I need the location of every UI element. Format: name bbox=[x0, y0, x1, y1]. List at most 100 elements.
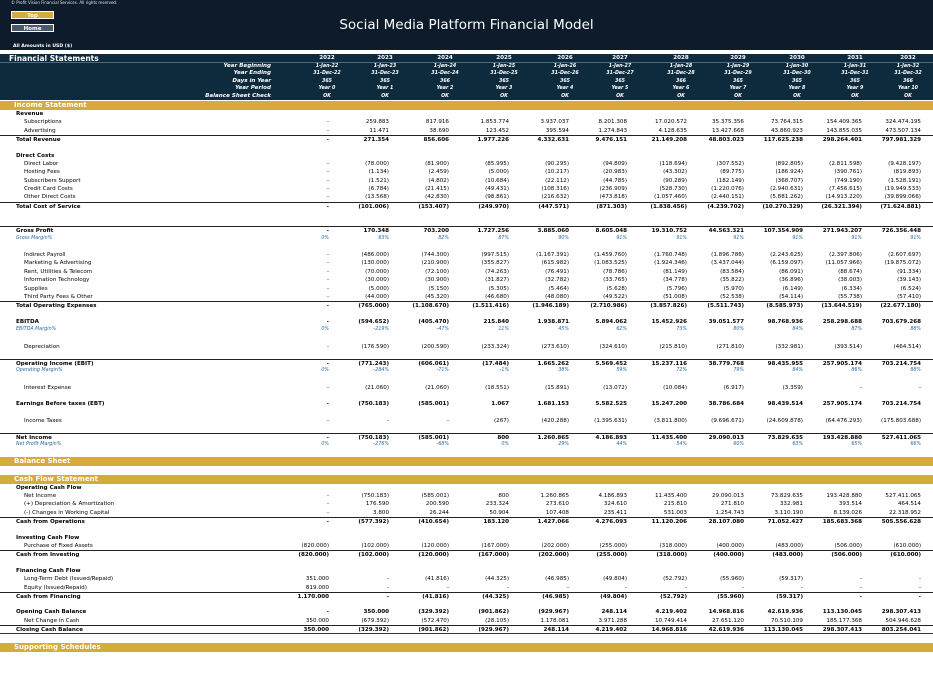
row-value: 473.507.134 bbox=[885, 127, 921, 134]
row-value: 66% bbox=[910, 442, 921, 448]
meta-value: 366 bbox=[902, 78, 913, 84]
row-value: - bbox=[326, 401, 329, 408]
row-label: Total Operating Expenses bbox=[16, 303, 97, 310]
row-value: 113.130.045 bbox=[822, 609, 862, 616]
section-title: Income Statement bbox=[14, 100, 87, 109]
meta-value: 31-Dec-26 bbox=[551, 71, 579, 77]
table-row: Hosting Fees - (1.134) (2.459) (5.000) (10.21… bbox=[0, 168, 933, 176]
row-value: (1.083.525) bbox=[594, 260, 627, 267]
row-value: (215.810) bbox=[659, 343, 688, 350]
year-header: 2025 bbox=[496, 55, 512, 61]
row-value: 87% bbox=[498, 235, 509, 241]
copyright-text: © Profit Vision Financial Services. All … bbox=[11, 0, 118, 5]
row-value: 257.905.174 bbox=[822, 360, 862, 367]
row-value: -276% bbox=[373, 442, 389, 448]
income-statement-section[interactable]: Income Statement bbox=[0, 100, 933, 110]
row-value: 21.149.208 bbox=[651, 137, 687, 144]
row-value: (78.786) bbox=[603, 268, 627, 275]
row-value: (202.000) bbox=[538, 552, 569, 559]
balance-sheet-section[interactable]: Balance Sheet bbox=[0, 456, 933, 466]
top-button[interactable]: Top bbox=[11, 11, 54, 19]
meta-value: 31-Dec-24 bbox=[431, 71, 459, 77]
row-value: (1.220.076) bbox=[711, 186, 744, 193]
table-row: EBITDA - (594.652) (405.470) 215.840 1.938.87… bbox=[0, 318, 933, 326]
row-value: (594.652) bbox=[358, 318, 389, 325]
row-value: 42.619.936 bbox=[767, 609, 803, 616]
table-row: Cash from Operations - (577.392) (410.654) 1… bbox=[0, 517, 933, 525]
row-value: 84% bbox=[792, 368, 803, 374]
row-value: 87% bbox=[851, 327, 862, 333]
row-value: - bbox=[326, 343, 329, 350]
row-value: 38.786.684 bbox=[708, 401, 744, 408]
row-value: (30.900) bbox=[425, 277, 449, 284]
spacer bbox=[0, 559, 933, 567]
row-value: 298.307.413 bbox=[881, 609, 921, 616]
row-value: (49.804) bbox=[603, 576, 627, 583]
row-value: 79% bbox=[733, 368, 744, 374]
meta-value: Year 1 bbox=[376, 86, 394, 92]
row-value: (176.590) bbox=[361, 343, 390, 350]
row-value: 1.254.743 bbox=[715, 509, 744, 516]
row-label: Closing Cash Balance bbox=[16, 627, 84, 634]
row-value: (871.303) bbox=[596, 203, 627, 210]
row-value: 60% bbox=[733, 442, 744, 448]
section-title: Supporting Schedules bbox=[14, 642, 101, 651]
row-value: (52.538) bbox=[720, 293, 744, 300]
row-value: (929.967) bbox=[478, 627, 509, 634]
row-value: 107.354.909 bbox=[763, 228, 803, 235]
row-value: (81.149) bbox=[663, 268, 687, 275]
row-value: 39.051.577 bbox=[708, 318, 744, 325]
table-row: Net Change in Cash 350.000 (679.392) (572.4… bbox=[0, 617, 933, 625]
row-value: (1.760.748) bbox=[654, 252, 687, 259]
row-value: (615.982) bbox=[541, 260, 570, 267]
row-value: 324.474.195 bbox=[885, 119, 921, 126]
row-value: (55.960) bbox=[720, 576, 744, 583]
row-value: - bbox=[326, 303, 329, 310]
row-value: (1.167.391) bbox=[536, 252, 569, 259]
meta-value: 31-Dec-22 bbox=[313, 71, 341, 77]
row-value: - bbox=[684, 584, 687, 591]
row-value: (5.796) bbox=[666, 285, 687, 292]
row-value: (216.632) bbox=[541, 194, 570, 201]
row-value: (1.896.786) bbox=[711, 252, 744, 259]
row-value: -284% bbox=[373, 368, 389, 374]
row-value: 19.310.752 bbox=[651, 228, 687, 235]
meta-value: 31-Dec-23 bbox=[371, 71, 399, 77]
row-value: -68% bbox=[436, 442, 449, 448]
row-value: 29.090.013 bbox=[711, 493, 744, 500]
row-label: Purchase of Fixed Assets bbox=[24, 543, 93, 550]
header-bar: © Profit Vision Financial Services. All … bbox=[0, 0, 933, 50]
row-label: Rent, Utilities & Telecom bbox=[24, 268, 93, 275]
meta-value: Year 5 bbox=[611, 86, 629, 92]
page-title: Social Media Platform Financial Model bbox=[339, 17, 594, 33]
row-label: Gross Margin% bbox=[16, 235, 53, 241]
row-value: (393.514) bbox=[834, 343, 863, 350]
row-value: 3.937.037 bbox=[540, 119, 569, 126]
row-value: 90% bbox=[558, 235, 569, 241]
row-value: - bbox=[326, 293, 329, 300]
row-label: Operating Cash Flow bbox=[16, 484, 82, 491]
home-button[interactable]: Home bbox=[11, 24, 54, 32]
table-row: Gross Profit - 170.348 703.200 1.727.256 3.88… bbox=[0, 226, 933, 234]
cash-flow-section[interactable]: Cash Flow Statement bbox=[0, 474, 933, 484]
meta-value: Year 8 bbox=[788, 86, 806, 92]
meta-value: 1-Jan-27 bbox=[608, 64, 632, 69]
meta-value: 1-Jan-23 bbox=[373, 64, 397, 69]
row-value: 14.968.816 bbox=[708, 609, 744, 616]
row-value: (420.288) bbox=[541, 417, 570, 424]
row-value: (368.707) bbox=[775, 177, 804, 184]
table-row: Total Operating Expenses - (765.000) (1.108… bbox=[0, 301, 933, 309]
row-value: 527.411.065 bbox=[881, 434, 921, 441]
row-value: 273.610 bbox=[545, 501, 569, 508]
row-value: 63% bbox=[792, 442, 803, 448]
row-value: - bbox=[386, 576, 389, 583]
row-value: (49.804) bbox=[600, 593, 627, 600]
row-value: (46.680) bbox=[485, 293, 509, 300]
supporting-schedules-section[interactable]: Supporting Schedules bbox=[0, 642, 933, 652]
spacer bbox=[0, 335, 933, 343]
row-value: 193.428.880 bbox=[826, 493, 862, 500]
row-value: (5.000) bbox=[488, 169, 509, 176]
row-value: (2.243.625) bbox=[770, 252, 803, 259]
meta-value: 1-Jan-30 bbox=[785, 64, 809, 69]
row-label: Interest Expense bbox=[24, 384, 72, 391]
